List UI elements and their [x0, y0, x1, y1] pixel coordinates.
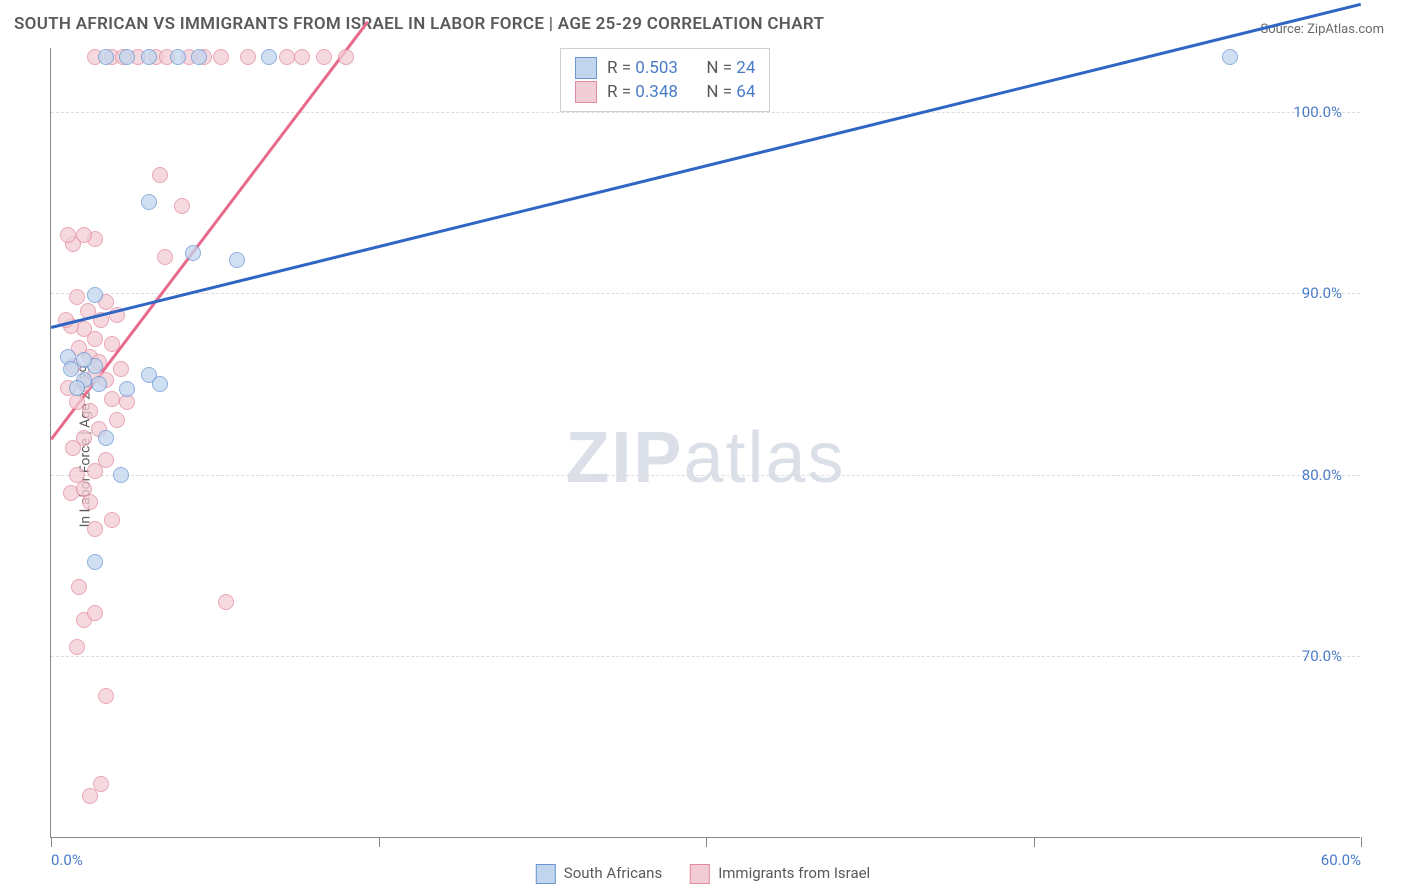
data-point — [141, 194, 157, 210]
data-point — [191, 49, 207, 65]
data-point — [76, 430, 92, 446]
x-tick — [1034, 837, 1035, 847]
data-point — [157, 249, 173, 265]
y-tick-label: 100.0% — [1293, 103, 1342, 121]
data-point — [76, 227, 92, 243]
data-point — [82, 403, 98, 419]
data-point — [93, 776, 109, 792]
data-point — [109, 412, 125, 428]
data-point — [69, 467, 85, 483]
data-point — [152, 376, 168, 392]
y-tick-label: 90.0% — [1302, 284, 1342, 302]
x-tick — [1361, 837, 1362, 847]
x-tick-label: 0.0% — [51, 851, 83, 869]
series-legend: South Africans Immigrants from Israel — [536, 864, 870, 884]
data-point — [240, 49, 256, 65]
data-point — [229, 252, 245, 268]
gridline — [51, 656, 1360, 657]
data-point — [119, 49, 135, 65]
legend-item-israel: Immigrants from Israel — [690, 864, 870, 884]
n-label: N = 64 — [706, 82, 755, 102]
data-point — [174, 198, 190, 214]
data-point — [104, 391, 120, 407]
swatch-israel — [575, 81, 597, 103]
data-point — [218, 594, 234, 610]
data-point — [104, 512, 120, 528]
data-point — [294, 49, 310, 65]
data-point — [69, 289, 85, 305]
swatch-south-africans — [575, 57, 597, 79]
data-point — [69, 639, 85, 655]
data-point — [69, 394, 85, 410]
chart-title: SOUTH AFRICAN VS IMMIGRANTS FROM ISRAEL … — [14, 14, 824, 34]
data-point — [98, 49, 114, 65]
legend-row-south-africans: R = 0.503 N = 24 — [575, 57, 755, 79]
gridline — [51, 293, 1360, 294]
data-point — [316, 49, 332, 65]
data-point — [141, 49, 157, 65]
data-point — [69, 380, 85, 396]
data-point — [71, 579, 87, 595]
x-tick — [706, 837, 707, 847]
watermark: ZIPatlas — [565, 417, 845, 499]
correlation-legend: R = 0.503 N = 24 R = 0.348 N = 64 — [560, 48, 770, 112]
data-point — [113, 361, 129, 377]
x-tick-label: 60.0% — [1321, 851, 1361, 869]
data-point — [87, 287, 103, 303]
data-point — [76, 352, 92, 368]
data-point — [82, 494, 98, 510]
scatter-plot-area: ZIPatlas 70.0%80.0%90.0%100.0%0.0%60.0% — [50, 48, 1360, 838]
data-point — [87, 554, 103, 570]
data-point — [119, 381, 135, 397]
n-label: N = 24 — [706, 58, 755, 78]
y-tick-label: 70.0% — [1302, 647, 1342, 665]
data-point — [87, 605, 103, 621]
data-point — [98, 688, 114, 704]
swatch-south-africans — [536, 864, 556, 884]
data-point — [185, 245, 201, 261]
y-tick-label: 80.0% — [1302, 466, 1342, 484]
data-point — [60, 227, 76, 243]
data-point — [338, 49, 354, 65]
data-point — [279, 49, 295, 65]
data-point — [1222, 49, 1238, 65]
data-point — [82, 788, 98, 804]
data-point — [98, 452, 114, 468]
x-tick — [379, 837, 380, 847]
x-tick — [51, 837, 52, 847]
gridline — [51, 475, 1360, 476]
swatch-israel — [690, 864, 710, 884]
legend-row-israel: R = 0.348 N = 64 — [575, 81, 755, 103]
r-label: R = 0.503 — [607, 58, 678, 78]
data-point — [152, 167, 168, 183]
legend-item-south-africans: South Africans — [536, 864, 662, 884]
data-point — [213, 49, 229, 65]
data-point — [87, 521, 103, 537]
data-point — [170, 49, 186, 65]
data-point — [91, 376, 107, 392]
data-point — [98, 430, 114, 446]
data-point — [261, 49, 277, 65]
data-point — [113, 467, 129, 483]
data-point — [104, 336, 120, 352]
r-label: R = 0.348 — [607, 82, 678, 102]
